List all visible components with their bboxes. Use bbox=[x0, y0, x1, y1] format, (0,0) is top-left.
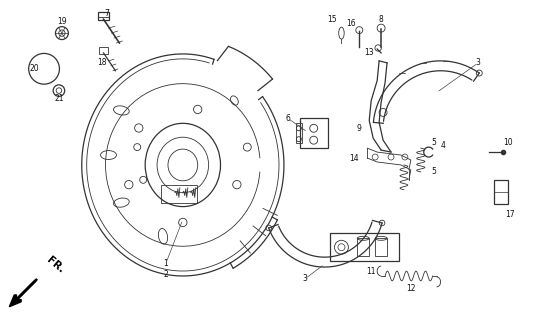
Bar bbox=[357, 238, 369, 256]
Text: 13: 13 bbox=[364, 48, 374, 57]
Text: 6: 6 bbox=[286, 114, 290, 123]
Bar bbox=[161, 185, 197, 203]
Text: 15: 15 bbox=[327, 15, 336, 24]
Bar bbox=[330, 233, 399, 261]
Bar bbox=[99, 47, 108, 54]
Text: 5: 5 bbox=[431, 138, 436, 147]
Bar bbox=[375, 238, 387, 256]
Text: 5: 5 bbox=[431, 167, 436, 176]
Text: 14: 14 bbox=[349, 154, 359, 163]
Text: 18: 18 bbox=[97, 58, 107, 67]
Text: 9: 9 bbox=[357, 124, 362, 133]
Text: 16: 16 bbox=[347, 19, 356, 28]
Text: 21: 21 bbox=[54, 94, 64, 103]
Bar bbox=[296, 123, 302, 143]
Text: 17: 17 bbox=[505, 210, 515, 219]
Polygon shape bbox=[9, 295, 21, 307]
Text: 4: 4 bbox=[441, 140, 446, 150]
Text: 7: 7 bbox=[104, 9, 109, 18]
Text: 1: 1 bbox=[163, 259, 169, 268]
Text: 2: 2 bbox=[163, 270, 169, 279]
Text: FR.: FR. bbox=[45, 255, 66, 275]
Text: 3: 3 bbox=[302, 275, 307, 284]
Text: 10: 10 bbox=[503, 138, 513, 147]
Text: 19: 19 bbox=[57, 17, 67, 26]
Bar bbox=[300, 118, 328, 148]
Text: 20: 20 bbox=[30, 64, 39, 73]
Text: 11: 11 bbox=[367, 267, 376, 276]
Text: 3: 3 bbox=[476, 58, 480, 67]
Bar bbox=[98, 12, 109, 20]
Bar bbox=[494, 180, 508, 204]
Text: 12: 12 bbox=[406, 284, 416, 293]
Text: 8: 8 bbox=[379, 15, 383, 24]
